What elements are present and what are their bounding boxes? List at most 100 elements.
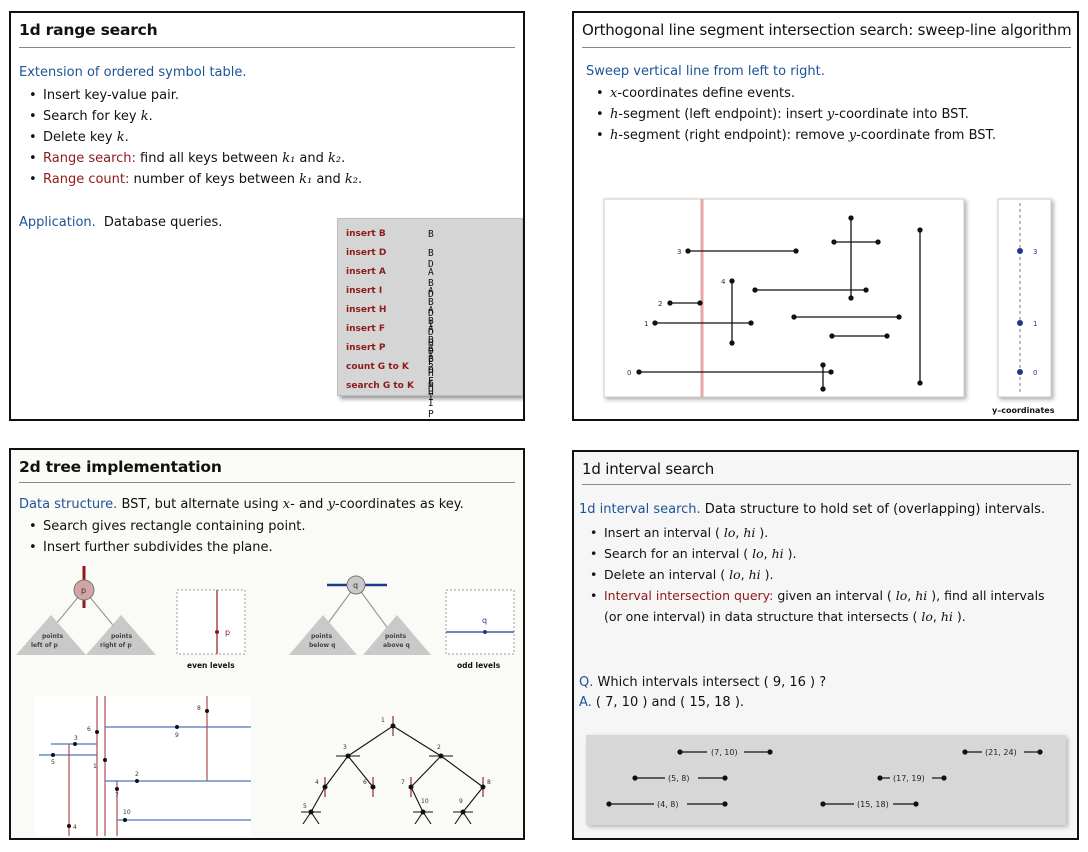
lead-text: 1d interval search. Data structure to ho… <box>579 502 1046 517</box>
interval-label: (21, 24) <box>985 748 1017 757</box>
node-q <box>346 575 366 595</box>
list-item: Insert an interval ( lo, hi ). <box>588 522 1045 543</box>
slide-title: 2d tree implementation <box>19 458 222 476</box>
tree-label: 4 <box>315 779 319 786</box>
title-rule <box>582 47 1071 48</box>
list-item: Insert key-value pair. <box>27 85 362 106</box>
y-axis-panel <box>997 198 1052 398</box>
subdivided-plane <box>35 696 251 836</box>
even-levels-label: even levels <box>187 661 235 670</box>
slide-1d-range-search: 1d range search Extension of ordered sym… <box>9 11 525 421</box>
lead-text: Extension of ordered symbol table. <box>19 65 247 80</box>
segments <box>636 215 923 392</box>
plane-label: 10 <box>123 809 131 816</box>
list-item: Search for key k. <box>27 106 362 127</box>
bullet-list: Insert an interval ( lo, hi ). Search fo… <box>588 522 1045 627</box>
lead-text: Sweep vertical line from left to right. <box>586 64 825 79</box>
svg-text:p: p <box>81 586 86 595</box>
svg-text:above q: above q <box>383 642 410 649</box>
list-item: h-segment (right endpoint): remove y-coo… <box>594 125 996 146</box>
tree-label: 6 <box>363 779 367 786</box>
lead-text: Data structure. BST, but alternate using… <box>19 497 464 512</box>
odd-level-plane <box>445 589 515 655</box>
svg-text:right of p: right of p <box>100 642 132 649</box>
bullet-list: x-coordinates define events. h-segment (… <box>594 83 996 146</box>
interval-label: (4, 8) <box>657 800 679 809</box>
bullet-list: Search gives rectangle containing point.… <box>27 516 306 558</box>
subtree-below <box>289 615 357 655</box>
list-item: Interval intersection query: given an in… <box>588 585 1045 606</box>
tree-label: 7 <box>401 779 405 786</box>
interval-label: (15, 18) <box>857 800 889 809</box>
list-item: Delete key k. <box>27 127 362 148</box>
question-line: Q. Which intervals intersect ( 9, 16 ) ? <box>579 675 827 690</box>
interval-label: (5, 8) <box>668 774 690 783</box>
svg-text:q: q <box>482 616 487 625</box>
segment-label: 4 <box>721 278 726 286</box>
subtree-left <box>16 615 86 655</box>
odd-levels-label: odd levels <box>457 661 501 670</box>
list-item: Insert further subdivides the plane. <box>27 537 306 558</box>
kd-tree-diagram: p points left of p points right of p p e… <box>16 566 515 836</box>
plane-label: 1 <box>93 763 97 770</box>
svg-text:left of p: left of p <box>31 642 59 649</box>
plane-label: 2 <box>135 771 139 778</box>
plane-panel <box>603 198 965 398</box>
bullet-list: Insert key-value pair. Search for key k.… <box>27 85 362 190</box>
title-rule <box>19 47 515 48</box>
plane-label: 5 <box>51 759 55 766</box>
svg-text:points: points <box>385 633 407 640</box>
plane-label: 6 <box>87 726 91 733</box>
list-item: Search for an interval ( lo, hi ). <box>588 543 1045 564</box>
svg-text:points: points <box>42 633 64 640</box>
tree-label: 1 <box>381 717 385 724</box>
segment-label: 0 <box>627 369 631 377</box>
tree-label: 8 <box>487 779 491 786</box>
list-item: Range count: number of keys between k₁ a… <box>27 169 362 190</box>
plane-label: 9 <box>175 732 179 739</box>
tree-label: 2 <box>437 744 441 751</box>
axis-caption: y–coordinates <box>992 406 1055 415</box>
answer-line: A. ( 7, 10 ) and ( 15, 18 ). <box>579 695 745 710</box>
interval-label: (7, 10) <box>711 748 738 757</box>
title-rule <box>19 482 515 483</box>
svg-text:below q: below q <box>309 642 335 649</box>
axis-label: 3 <box>1033 248 1037 256</box>
tree-label: 5 <box>303 803 307 810</box>
segment-label: 1 <box>644 320 648 328</box>
subtree-above <box>363 615 431 655</box>
interval-label: (17, 19) <box>893 774 925 783</box>
tree-label: 3 <box>343 744 347 751</box>
plane-label: 4 <box>73 824 77 831</box>
slide-1d-interval-search: 1d interval search 1d interval search. D… <box>572 450 1079 840</box>
svg-text:points: points <box>111 633 133 640</box>
intervals-panel <box>586 735 1066 825</box>
slide-title: 1d interval search <box>582 460 715 478</box>
list-item: Search gives rectangle containing point. <box>27 516 306 537</box>
application-line: Application. Database queries. <box>19 215 223 230</box>
interval-diagram: (7, 10) (21, 24) (5, 8) (17, 19) (4, 8) … <box>586 735 1066 825</box>
list-item: Delete an interval ( lo, hi ). <box>588 564 1045 585</box>
segment-label: 2 <box>658 300 662 308</box>
subtree-right <box>86 615 156 655</box>
segment-label: 3 <box>677 248 681 256</box>
plane-label: 3 <box>74 735 78 742</box>
node-p <box>73 579 95 601</box>
slide-sweep-line: Orthogonal line segment intersection sea… <box>572 11 1079 421</box>
slide-2d-tree: 2d tree implementation Data structure. B… <box>9 448 525 840</box>
plane-label: 8 <box>197 705 201 712</box>
svg-text:p: p <box>225 628 230 637</box>
slide-title: 1d range search <box>19 21 158 39</box>
axis-label: 1 <box>1033 320 1037 328</box>
svg-text:points: points <box>311 633 333 640</box>
even-level-plane <box>176 589 246 655</box>
tree-label: 9 <box>459 798 463 805</box>
list-item: x-coordinates define events. <box>594 83 996 104</box>
list-item: Range search: find all keys between k₁ a… <box>27 148 362 169</box>
tree-label: 10 <box>421 798 429 805</box>
axis-label: 0 <box>1033 369 1037 377</box>
plane-label: 7 <box>115 792 119 799</box>
slide-title: Orthogonal line segment intersection sea… <box>582 21 1072 39</box>
svg-text:q: q <box>353 581 358 590</box>
